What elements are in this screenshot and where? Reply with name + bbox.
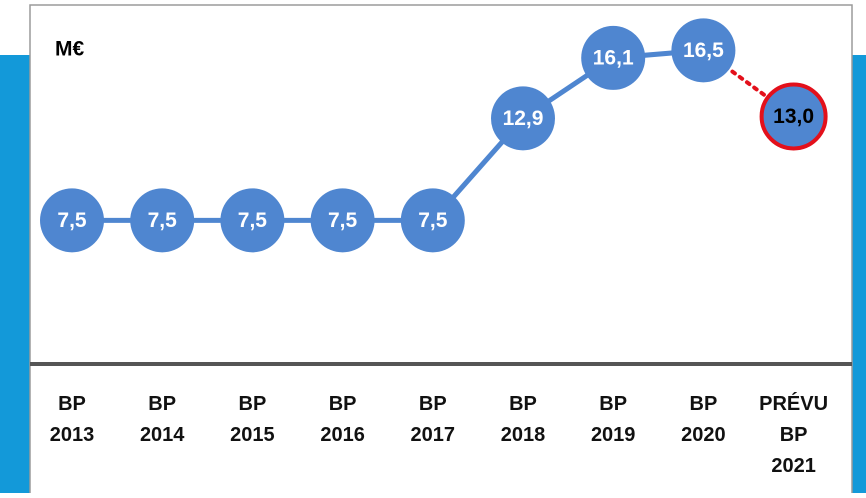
value-label: 7,5 — [418, 209, 448, 232]
x-tick-line: 2014 — [140, 424, 185, 446]
x-tick-line: BP — [148, 393, 176, 415]
point — [671, 18, 736, 83]
x-tick-line: 2019 — [591, 424, 636, 446]
x-tick-line: BP — [239, 393, 267, 415]
x-tick-line: 2017 — [411, 424, 456, 446]
x-tick-label: BP 2013 — [50, 393, 95, 446]
point — [130, 188, 195, 253]
x-tick-label: BP 2016 — [320, 393, 365, 446]
point — [40, 188, 104, 253]
unit-label: M€ — [55, 38, 84, 61]
x-tick-line: 2020 — [681, 424, 726, 446]
point — [310, 188, 375, 253]
x-tick-line: 2016 — [320, 424, 365, 446]
x-tick-line: BP — [419, 393, 447, 415]
value-label: 16,5 — [683, 39, 724, 62]
x-tick-label: BP 2014 — [140, 393, 185, 446]
value-label: 7,5 — [238, 209, 268, 232]
point — [400, 188, 465, 253]
x-tick-line: BP — [509, 393, 537, 415]
point — [491, 86, 555, 151]
x-tick-line: 2013 — [50, 424, 95, 446]
x-tick-line: BP — [690, 393, 718, 415]
x-tick-line: BP — [780, 424, 808, 446]
point — [581, 25, 646, 90]
value-label: 13,0 — [773, 105, 814, 128]
value-label: 12,9 — [503, 107, 544, 130]
x-tick-line: PRÉVU — [759, 392, 828, 415]
value-label: 7,5 — [328, 209, 358, 232]
x-tick-label: PRÉVU BP 2021 — [759, 392, 828, 477]
x-tick-line: 2018 — [501, 424, 546, 446]
x-tick-label: BP 2018 — [501, 393, 546, 446]
value-label: 7,5 — [57, 209, 87, 232]
x-tick-label: BP 2015 — [230, 393, 275, 446]
x-tick-line: BP — [329, 393, 357, 415]
forecast-point — [759, 82, 828, 151]
x-tick-line: BP — [599, 393, 627, 415]
value-label: 7,5 — [148, 209, 178, 232]
x-tick-line: BP — [58, 393, 86, 415]
x-tick-label: BP 2017 — [411, 393, 456, 446]
x-tick-label: BP 2019 — [591, 393, 636, 446]
x-tick-label: BP 2020 — [681, 393, 726, 446]
x-tick-line: 2015 — [230, 424, 275, 446]
x-tick-line: 2021 — [771, 455, 816, 477]
point — [220, 188, 285, 253]
value-label: 16,1 — [593, 46, 634, 69]
